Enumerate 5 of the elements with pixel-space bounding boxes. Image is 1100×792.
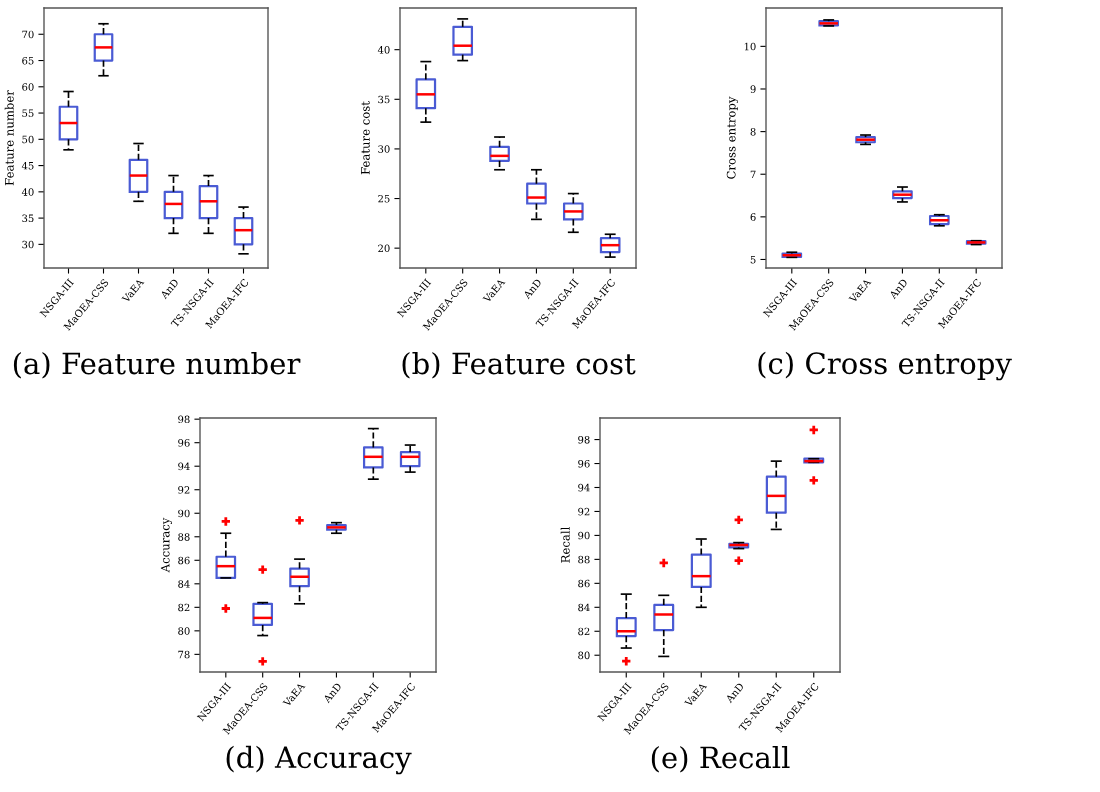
text: (d) Accuracy xyxy=(226,745,412,775)
text: (a) Feature number xyxy=(13,351,301,379)
text: (b) Feature cost xyxy=(402,351,636,379)
text: (c) Cross entropy xyxy=(758,351,1012,381)
text: (e) Recall xyxy=(651,745,790,773)
